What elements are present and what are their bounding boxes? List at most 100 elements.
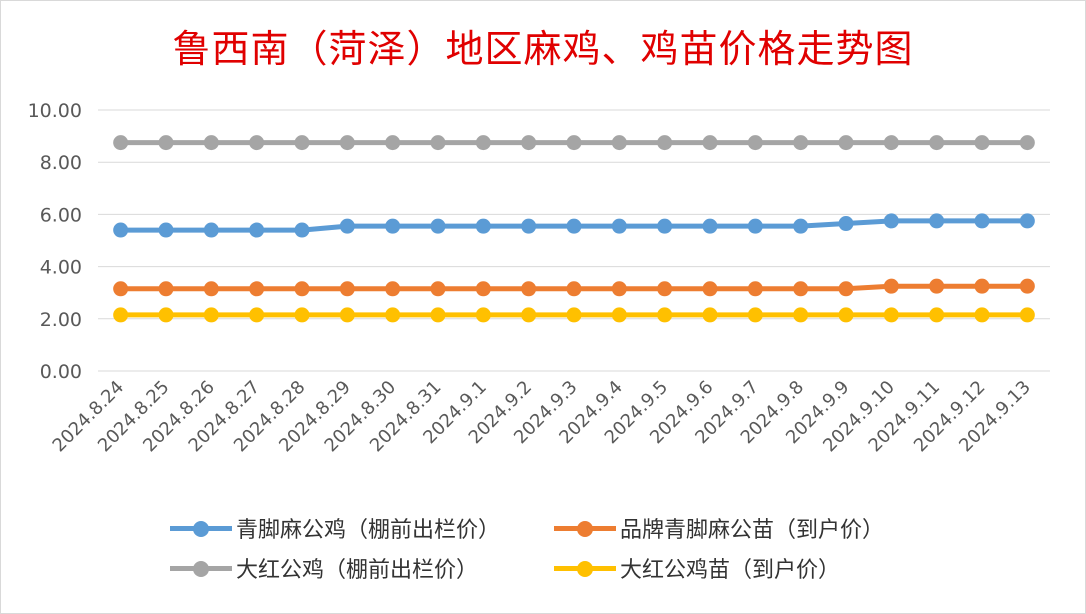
data-point (385, 218, 401, 234)
data-point (475, 135, 491, 151)
data-point (838, 216, 854, 232)
data-point (249, 222, 265, 238)
data-point (294, 135, 310, 151)
data-point (521, 218, 537, 234)
data-point (974, 307, 990, 323)
data-point (838, 135, 854, 151)
data-point (475, 307, 491, 323)
data-point (747, 135, 763, 151)
data-point (430, 135, 446, 151)
data-point (793, 307, 809, 323)
data-point (793, 218, 809, 234)
legend-swatch-series-4 (554, 552, 616, 584)
data-point (1019, 278, 1035, 294)
data-point (521, 307, 537, 323)
data-point (339, 218, 355, 234)
legend-item-series-2: 品牌青脚麻公苗（到户价） (554, 512, 884, 544)
data-point (430, 281, 446, 297)
data-point (883, 307, 899, 323)
legend-item-series-3: 大红公鸡（棚前出栏价） (170, 552, 478, 584)
data-point (158, 281, 174, 297)
data-point (430, 307, 446, 323)
legend-item-series-4: 大红公鸡苗（到户价） (554, 552, 840, 584)
data-point (566, 135, 582, 151)
data-point (294, 281, 310, 297)
data-point (974, 278, 990, 294)
data-point (611, 307, 627, 323)
legend-swatch-series-2 (554, 512, 616, 544)
data-point (929, 278, 945, 294)
data-point (113, 222, 129, 238)
data-point (702, 135, 718, 151)
data-point (566, 307, 582, 323)
data-point (611, 135, 627, 151)
data-point (113, 281, 129, 297)
data-point (657, 307, 673, 323)
data-point (1019, 135, 1035, 151)
legend-label-series-1: 青脚麻公鸡（棚前出栏价） (236, 518, 501, 543)
data-point (203, 281, 219, 297)
data-point (158, 307, 174, 323)
legend-swatch-series-3 (170, 552, 232, 584)
legend-swatch-series-1 (170, 512, 232, 544)
data-point (385, 307, 401, 323)
data-point (566, 281, 582, 297)
data-point (1019, 213, 1035, 229)
data-point (838, 307, 854, 323)
data-point (249, 307, 265, 323)
data-point (702, 307, 718, 323)
data-point (793, 135, 809, 151)
data-point (793, 281, 809, 297)
data-point (430, 218, 446, 234)
data-point (113, 307, 129, 323)
legend-item-series-1: 青脚麻公鸡（棚前出栏价） (170, 512, 500, 544)
chart-legend: 青脚麻公鸡（棚前出栏价） 品牌青脚麻公苗（到户价） 大红公鸡（棚前出栏价） 大红… (170, 512, 970, 592)
legend-label-series-3: 大红公鸡（棚前出栏价） (236, 558, 479, 583)
data-point (929, 213, 945, 229)
data-point (747, 281, 763, 297)
data-point (929, 135, 945, 151)
data-point (611, 281, 627, 297)
data-point (974, 135, 990, 151)
data-point (475, 218, 491, 234)
chart-title: 鲁西南（菏泽）地区麻鸡、鸡苗价格走势图 (172, 27, 914, 71)
data-point (747, 307, 763, 323)
legend-label-series-2: 品牌青脚麻公苗（到户价） (620, 518, 885, 543)
data-point (385, 135, 401, 151)
data-point (294, 222, 310, 238)
data-point (1019, 307, 1035, 323)
y-tick-label: 4.00 (40, 257, 82, 279)
data-point (566, 218, 582, 234)
data-point (339, 307, 355, 323)
data-point (521, 281, 537, 297)
data-point (521, 135, 537, 151)
y-tick-label: 10.00 (28, 100, 82, 122)
data-point (883, 213, 899, 229)
data-point (838, 281, 854, 297)
data-point (203, 307, 219, 323)
y-tick-label: 0.00 (40, 361, 82, 383)
data-point (294, 307, 310, 323)
data-point (702, 281, 718, 297)
data-point (158, 135, 174, 151)
data-point (883, 278, 899, 294)
data-point (657, 218, 673, 234)
data-point (113, 135, 129, 151)
data-point (203, 135, 219, 151)
y-tick-label: 8.00 (40, 152, 82, 174)
data-point (385, 281, 401, 297)
legend-label-series-4: 大红公鸡苗（到户价） (620, 558, 841, 583)
data-point (158, 222, 174, 238)
data-point (702, 218, 718, 234)
y-tick-label: 6.00 (40, 204, 82, 226)
data-point (249, 135, 265, 151)
data-point (611, 218, 627, 234)
data-point (929, 307, 945, 323)
data-point (883, 135, 899, 151)
data-point (747, 218, 763, 234)
data-point (475, 281, 491, 297)
y-tick-label: 2.00 (40, 309, 82, 331)
data-point (249, 281, 265, 297)
data-point (339, 281, 355, 297)
